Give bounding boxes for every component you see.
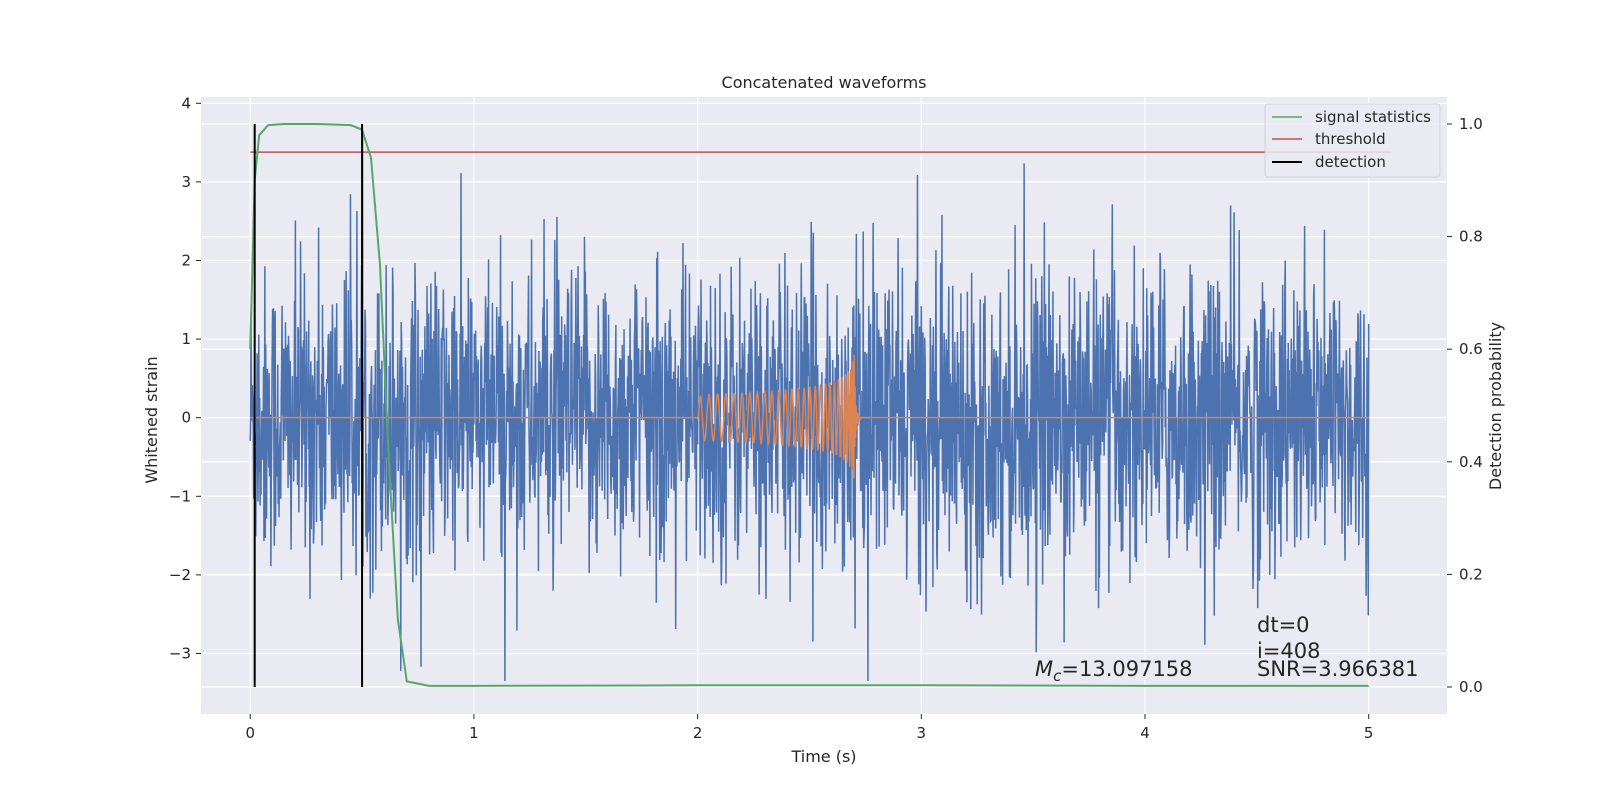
x-axis-label: Time (s) (790, 747, 856, 766)
y-left-tick-label: 2 (181, 251, 191, 269)
y-left-tick-label: 1 (181, 330, 191, 348)
chart-title: Concatenated waveforms (722, 73, 927, 92)
detection-lines (253, 124, 364, 687)
x-ticks: 0 1 2 3 4 5 (245, 714, 1373, 742)
y-left-axis-label: Whitened strain (142, 356, 161, 483)
annotation-snr: SNR=3.966381 (1257, 657, 1418, 681)
y-right-tick-label: 1.0 (1459, 115, 1483, 133)
x-tick-label: 2 (693, 724, 703, 742)
x-tick-label: 0 (245, 724, 255, 742)
annotation-mc: Mc=13.097158 (1035, 657, 1193, 685)
x-tick-label: 4 (1140, 724, 1150, 742)
annotation-mc-value: =13.097158 (1061, 657, 1192, 681)
y-right-tick-label: 0.8 (1459, 228, 1483, 246)
legend-label-signal-statistics: signal statistics (1315, 108, 1431, 126)
annotation-dt: dt=0 (1257, 613, 1310, 637)
legend-label-detection: detection (1315, 153, 1386, 171)
legend-box (1264, 103, 1441, 178)
y-left-tick-label: 4 (181, 94, 191, 112)
chirp-series (250, 354, 1369, 479)
annotation-i: i=408 (1257, 639, 1321, 663)
y-left-tick-label: −1 (169, 487, 191, 505)
y-left-ticks: −3 −2 −1 0 1 2 3 4 (169, 94, 201, 662)
x-tick-label: 1 (469, 724, 479, 742)
x-tick-label: 3 (917, 724, 927, 742)
legend: signal statistics threshold detection (1264, 103, 1441, 178)
x-tick-label: 5 (1364, 724, 1374, 742)
y-right-tick-label: 0.0 (1459, 678, 1483, 696)
y-right-tick-label: 0.4 (1459, 453, 1483, 471)
y-left-tick-label: 3 (181, 173, 191, 191)
y-right-ticks: 0.0 0.2 0.4 0.6 0.8 1.0 (1447, 115, 1483, 696)
signal-statistics-line (249, 123, 1369, 687)
y-left-tick-label: −3 (169, 644, 191, 662)
y-left-tick-label: −2 (169, 566, 191, 584)
y-left-tick-label: 0 (181, 409, 191, 427)
y-right-tick-label: 0.6 (1459, 340, 1483, 358)
legend-label-threshold: threshold (1315, 130, 1386, 148)
annotation-mc-subscript: c (1053, 667, 1062, 685)
y-right-tick-label: 0.2 (1459, 565, 1483, 583)
annotation-mc-symbol: M (1035, 657, 1053, 681)
series-layer (249, 123, 1392, 687)
y-right-axis-label: Detection probability (1486, 322, 1505, 490)
